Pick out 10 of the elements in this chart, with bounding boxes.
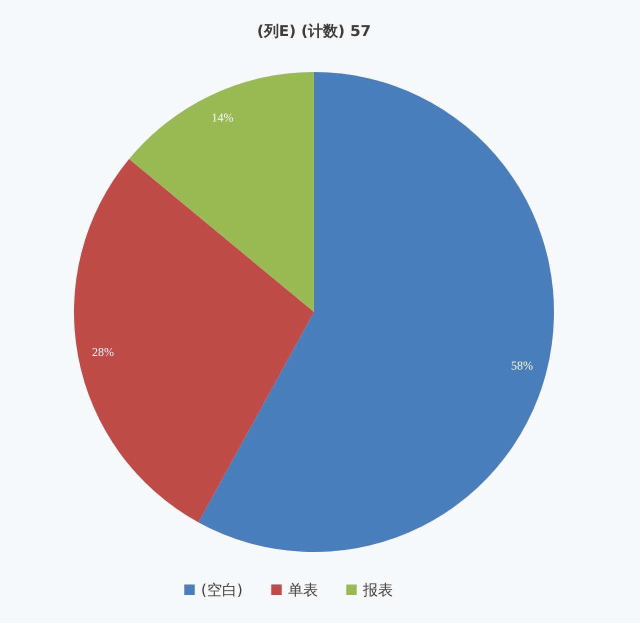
legend-label: 报表	[362, 580, 393, 599]
data-label: 28%	[92, 345, 114, 360]
legend-label: (空白)	[201, 580, 243, 599]
data-label: 58%	[511, 358, 534, 372]
pie-slice	[74, 159, 314, 522]
data-label: 14%	[212, 110, 234, 125]
chart-title: (列E) (计数) 57	[257, 22, 371, 40]
pie-slice	[129, 72, 314, 312]
legend-label: 单表	[288, 580, 318, 599]
pie-slice	[198, 72, 554, 552]
